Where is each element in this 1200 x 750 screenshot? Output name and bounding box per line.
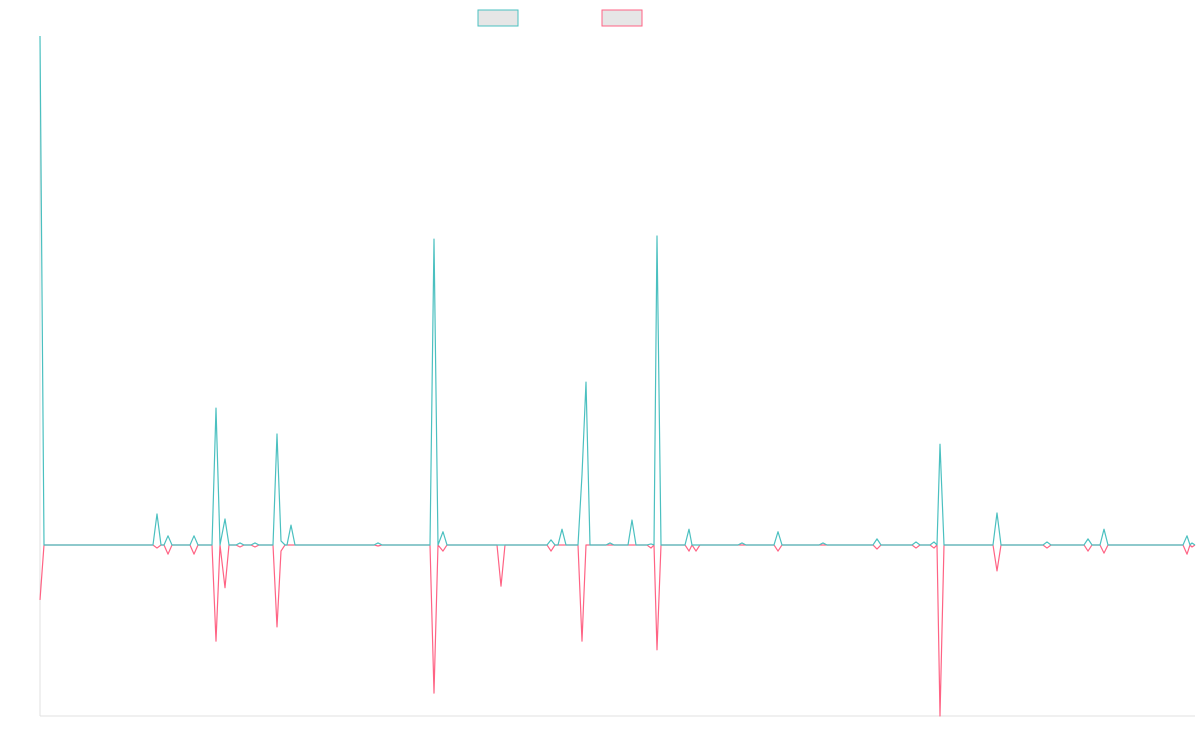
series-line: [39, 544, 1196, 717]
legend-swatch: [477, 9, 519, 27]
series-line: [39, 35, 1196, 546]
legend-swatch: [601, 9, 643, 27]
